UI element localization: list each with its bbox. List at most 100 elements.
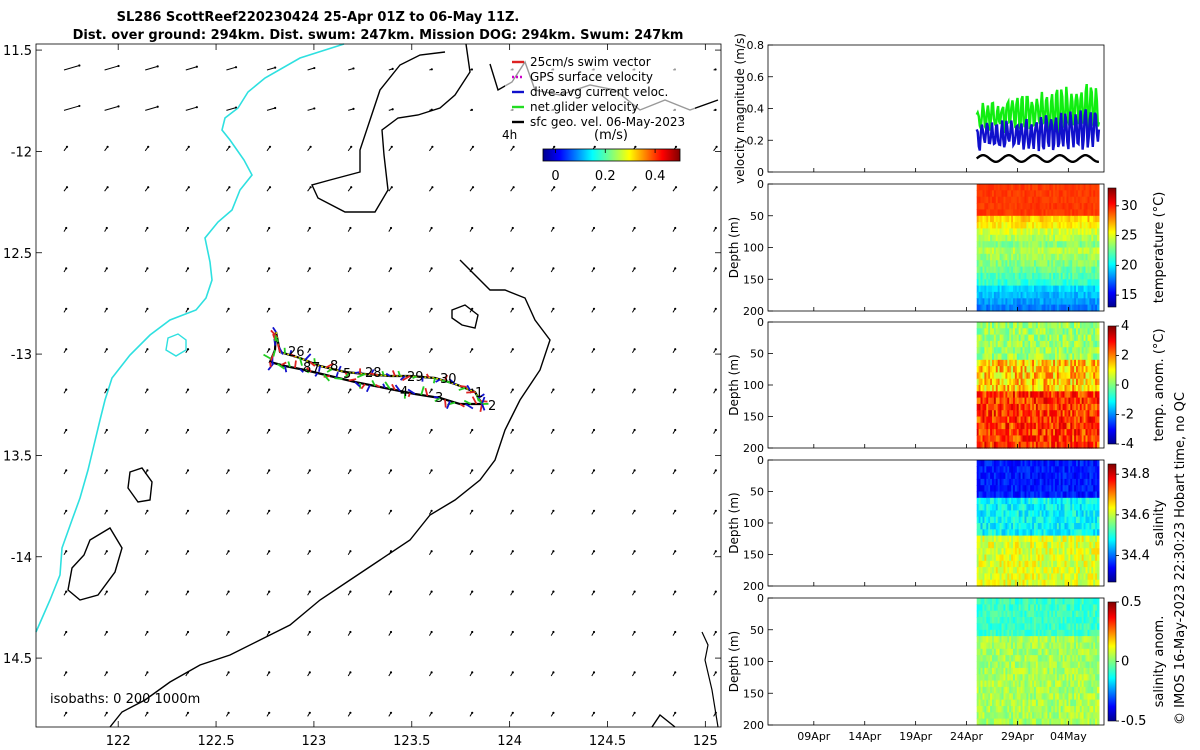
section-cell [1068,485,1071,493]
section-cell [1074,516,1077,524]
section-cell [1056,435,1060,443]
section-cell [1053,497,1056,505]
colorbar-tick-label: 15 [1121,288,1138,303]
section-cell [1077,304,1081,312]
section-cell [993,629,997,637]
section-cell [1016,410,1020,418]
section-cell [990,579,993,587]
y-tick-label: 0.6 [747,71,765,84]
section-cell [1032,491,1035,499]
section-cell [999,661,1003,669]
section-cell [1056,298,1060,306]
section-cell [1070,523,1073,530]
section-cell [1028,340,1031,348]
section-cell [997,403,1001,411]
section-cell [1089,285,1092,293]
section-cell [1097,466,1100,474]
section-cell [992,184,995,191]
section-cell [1041,340,1045,348]
section-cell [1053,253,1056,261]
section-cell [988,491,991,499]
section-cell [1077,478,1081,486]
section-cell [1013,579,1016,587]
section-cell [1034,340,1037,348]
section-cell [1022,485,1025,493]
current-vector-head [430,711,433,714]
section-cell [1081,567,1085,574]
current-vector-head [308,630,311,634]
section-cell [1077,359,1081,367]
section-cell [993,560,997,568]
section-cell [1079,478,1083,486]
section-cell [1018,228,1022,236]
section-cell [990,304,993,312]
section-cell [1047,328,1050,336]
section-cell [1020,209,1024,217]
section-cell [1097,491,1100,499]
section-cell [1009,491,1012,499]
section-cell [1032,322,1035,329]
section-cell [1070,441,1073,449]
section-cell [995,460,999,467]
section-cell [1030,322,1033,329]
section-cell [1024,378,1027,386]
section-cell [1020,234,1024,242]
depth-axis-label: Depth (m) [727,217,741,278]
section-cell [1034,184,1037,191]
section-cell [1089,298,1092,306]
section-cell [1058,529,1062,537]
track-velocity-vector [325,362,334,369]
section-cell [1028,266,1031,274]
section-cell [988,196,991,204]
section-cell [1026,472,1029,480]
current-vector-head [65,428,68,432]
section-cell [984,266,987,274]
section-cell [1076,285,1079,293]
section-cell [1093,215,1096,223]
section-cell [1093,209,1096,217]
section-cell [1076,548,1079,556]
section-cell [978,623,982,631]
section-cell [1077,429,1081,436]
section-cell [1034,322,1037,329]
section-cell [1051,253,1054,261]
section-cell [980,184,983,191]
section-cell [1022,554,1025,562]
section-cell [986,541,989,549]
section-cell [1060,266,1064,274]
section-cell [1022,247,1025,255]
section-cell [1095,347,1098,355]
section-cell [1081,209,1085,217]
current-vector-head [389,711,393,714]
section-cell [1089,510,1092,518]
section-cell [990,712,993,720]
section-cell [984,372,987,380]
section-cell [1074,529,1077,537]
track-day-label: 29 [407,370,424,385]
section-cell [1013,340,1016,348]
section-cell [984,203,987,210]
section-cell [992,567,995,574]
section-cell [1087,241,1090,249]
section-cell [1076,523,1079,530]
section-cell [1026,416,1029,424]
section-cell [978,541,982,549]
section-cell [1028,416,1031,424]
section-cell [1095,322,1098,329]
current-vector-head [268,630,271,634]
section-cell [1079,279,1083,287]
section-cell [999,642,1003,650]
current-vector-head [227,226,230,230]
section-cell [976,353,980,361]
section-cell [1097,328,1100,336]
section-cell [976,241,980,249]
section-cell [1060,548,1064,556]
section-cell [1001,441,1004,449]
section-cell [1093,372,1096,380]
section-cell [993,260,997,268]
section-cell [1026,340,1029,348]
section-cell [978,648,982,656]
section-cell [1039,285,1043,293]
section-cell [1095,247,1098,255]
y-tick-label: 0.2 [747,134,765,147]
